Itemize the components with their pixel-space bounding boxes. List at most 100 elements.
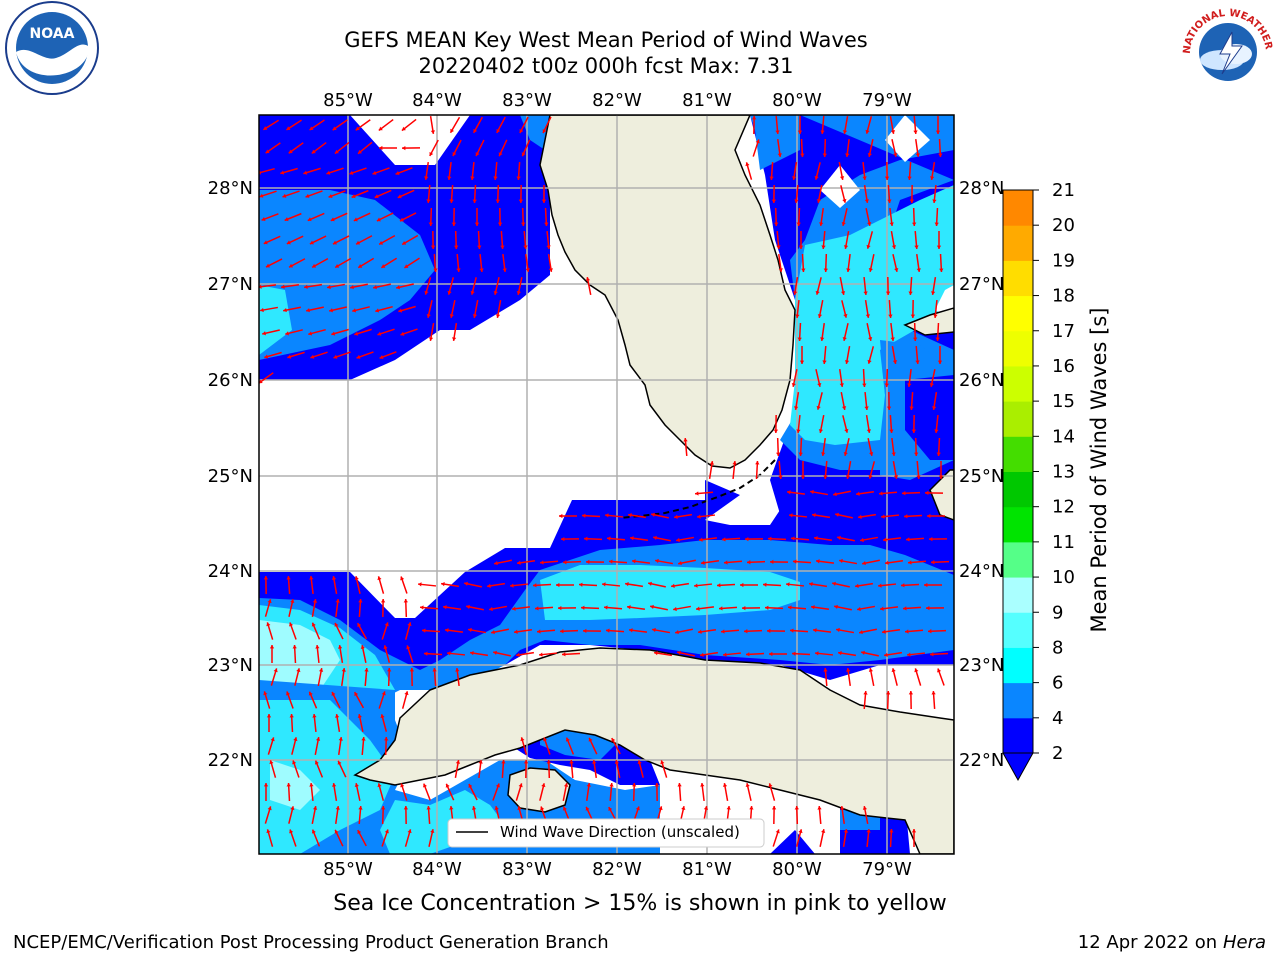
wave-arrow-head — [493, 290, 498, 295]
wave-arrow-head — [866, 829, 871, 833]
wave-arrow-head — [834, 604, 838, 610]
wave-arrow-head — [377, 331, 382, 336]
wave-arrow-head — [698, 629, 702, 634]
wave-arrow-head — [474, 222, 480, 226]
wave-arrow-head — [651, 512, 655, 517]
lon-label-top: 81°W — [682, 90, 732, 111]
wave-arrow-head — [312, 806, 318, 810]
wave-arrow-head — [776, 452, 781, 456]
wave-arrow-head — [514, 629, 518, 634]
wave-arrow-head — [893, 475, 899, 479]
wave-arrow-head — [403, 806, 409, 810]
wave-arrow-head — [821, 829, 826, 833]
wave-arrow-head — [307, 217, 312, 222]
wave-arrow-head — [771, 806, 777, 810]
wave-arrow-head — [749, 806, 754, 810]
wave-arrow-head — [280, 170, 285, 175]
wave-arrow-head — [430, 245, 436, 249]
wave-arrow-head — [910, 314, 916, 318]
wave-period-fill — [259, 115, 954, 854]
wave-arrow-head — [755, 461, 760, 465]
wave-arrow-head — [719, 606, 723, 611]
colorbar-tick-label: 16 — [1052, 356, 1075, 377]
colorbar-tick-label: 10 — [1052, 567, 1075, 588]
wave-arrow-head — [611, 738, 616, 743]
wave-arrow-head — [395, 171, 400, 176]
wave-arrow-head — [312, 599, 318, 603]
wave-arrow-head — [450, 128, 455, 133]
wave-arrow-head — [862, 176, 867, 180]
wave-arrow-head — [286, 783, 291, 787]
wave-arrow-head — [449, 806, 454, 810]
wave-arrow-head — [445, 783, 450, 788]
wave-arrow-head — [445, 628, 449, 633]
wave-arrow-head — [263, 126, 268, 130]
wave-arrow-head — [930, 652, 934, 657]
wave-arrow-head — [430, 130, 435, 134]
lat-label-left: 24°N — [208, 561, 253, 582]
wave-arrow-head — [916, 475, 921, 479]
wave-arrow-head — [404, 264, 409, 268]
lon-label-top: 83°W — [502, 90, 552, 111]
wave-arrow-head — [312, 263, 317, 268]
wave-arrow-head — [934, 222, 939, 226]
wave-arrow-head — [418, 582, 422, 587]
wave-arrow-head — [330, 217, 335, 222]
colorbar-segment — [1003, 541, 1033, 578]
wave-arrow-head — [521, 152, 526, 157]
wave-arrow-head — [355, 126, 360, 131]
wave-arrow-head — [894, 267, 899, 272]
wave-arrow-head — [489, 606, 493, 612]
wave-arrow-head — [880, 606, 884, 611]
wave-arrow-head — [793, 559, 797, 564]
wave-arrow-head — [466, 604, 470, 610]
colorbar-tick-label: 21 — [1052, 180, 1075, 201]
wave-arrow-head — [937, 668, 942, 673]
wave-arrow-head — [908, 560, 912, 565]
wave-arrow-head — [331, 691, 336, 696]
wave-arrow-head — [863, 691, 868, 695]
wave-arrow-head — [353, 217, 358, 222]
wave-arrow-head — [540, 560, 544, 565]
wave-arrow-head — [722, 783, 728, 787]
wave-arrow-head — [630, 536, 634, 541]
wave-arrow-head — [354, 576, 359, 581]
lat-label-right: 23°N — [959, 655, 1004, 676]
colorbar-tick-label: 14 — [1052, 426, 1075, 447]
wave-arrow-head — [797, 130, 803, 134]
wave-arrow-head — [930, 176, 935, 180]
wave-arrow-head — [292, 645, 297, 649]
wave-arrow-head — [794, 806, 799, 810]
wave-arrow-head — [447, 290, 452, 295]
wave-arrow-head — [377, 576, 382, 581]
wave-arrow-head — [677, 650, 681, 655]
colorbar-segment — [1003, 647, 1033, 684]
colorbar-segment — [1003, 190, 1033, 226]
wave-arrow-head — [562, 806, 567, 811]
wave-arrow-head — [770, 559, 774, 565]
wave-arrow-head — [605, 513, 609, 518]
wave-arrow-head — [769, 651, 773, 657]
wave-arrow-head — [677, 783, 682, 787]
wave-arrow-head — [495, 783, 500, 788]
wave-arrow-head — [470, 176, 475, 180]
wave-arrow-head — [845, 153, 850, 157]
wave-arrow-head — [776, 245, 781, 249]
wave-arrow-head — [384, 737, 389, 741]
wave-arrow-head — [893, 152, 898, 157]
wave-arrow-head — [841, 406, 847, 410]
wave-arrow-head — [424, 651, 428, 656]
wave-arrow-head — [402, 145, 406, 151]
wave-arrow-head — [655, 558, 659, 564]
wave-arrow-head — [338, 737, 343, 741]
wave-arrow-head — [609, 783, 614, 787]
wave-arrow-head — [798, 829, 803, 834]
wave-arrow-head — [822, 360, 827, 364]
wave-arrow-head — [523, 760, 529, 764]
wave-arrow-head — [722, 537, 726, 542]
wave-arrow-head — [539, 652, 543, 657]
wave-arrow-head — [400, 331, 405, 336]
wave-arrow-head — [798, 245, 804, 249]
lat-label-left: 22°N — [208, 750, 253, 771]
wave-arrow-head — [904, 514, 908, 519]
